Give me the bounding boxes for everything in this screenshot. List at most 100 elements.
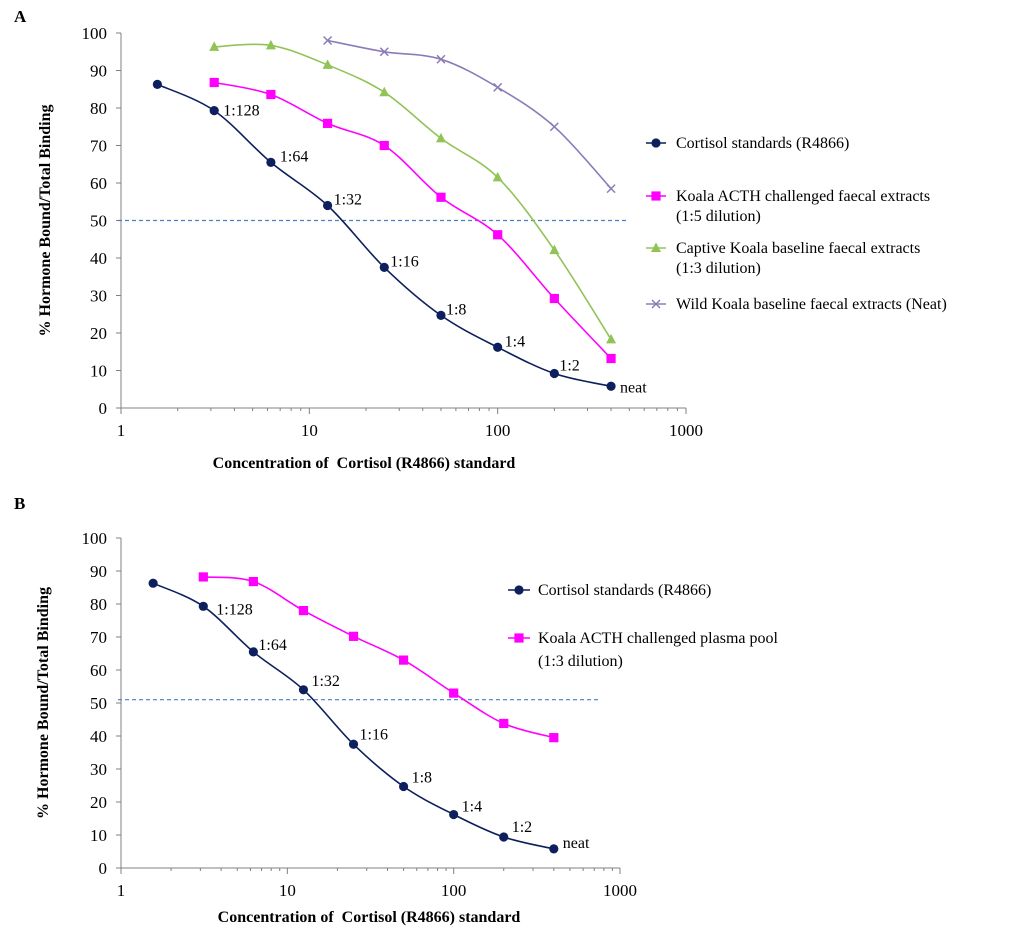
data-point-koala-acth <box>436 192 446 202</box>
data-point-captive-koala <box>435 132 446 143</box>
data-point-wild-koala <box>379 47 389 57</box>
legend-entry-koala-acth: Koala ACTH challenged plasma pool (1:3 di… <box>538 630 778 670</box>
x-tick-label: 1 <box>117 421 126 440</box>
legend: Cortisol standards (R4866) Koala ACTH cha… <box>646 135 947 313</box>
data-point-wild-koala <box>549 122 559 132</box>
data-point-captive-koala <box>379 86 390 97</box>
x-axis-title: Concentration of Cortisol (R4866) standa… <box>213 455 516 472</box>
data-point-koala-acth <box>493 230 503 240</box>
panel-label: A <box>14 7 27 26</box>
dilution-label: 1:4 <box>462 799 482 816</box>
data-point-cortisol <box>322 200 333 211</box>
x-tick-label: 1 <box>117 881 126 900</box>
y-tick-label: 80 <box>90 595 107 614</box>
y-tick-label: 0 <box>99 399 108 418</box>
data-point-koala-acth <box>449 688 459 698</box>
data-point-koala-acth <box>398 655 409 665</box>
y-tick-label: 10 <box>90 362 107 381</box>
dilution-label: 1:32 <box>334 192 362 209</box>
panel-label: B <box>14 494 25 513</box>
series-line-koala-acth <box>203 576 555 739</box>
y-axis-title: % Hormone Bound/Total Binding <box>37 105 54 337</box>
data-point-cortisol <box>152 79 162 89</box>
data-point-koala-acth <box>379 140 389 151</box>
data-point-wild-koala <box>436 54 446 64</box>
dilution-label: 1:16 <box>390 253 418 270</box>
series-line-wild-koala <box>327 39 612 190</box>
data-point-captive-koala <box>492 171 503 182</box>
dilution-label: 1:8 <box>446 301 466 318</box>
legend-entry-koala-acth: Koala ACTH challenged faecal extracts (1:… <box>676 188 930 225</box>
dilution-label: neat <box>620 379 647 396</box>
data-point-koala-acth <box>298 606 309 616</box>
data-point-koala-acth <box>606 353 616 364</box>
y-tick-label: 10 <box>90 826 107 845</box>
data-point-koala-acth <box>198 572 208 582</box>
data-point-cortisol <box>549 368 559 379</box>
y-tick-label: 90 <box>90 562 107 581</box>
y-tick-label: 80 <box>90 99 107 118</box>
y-tick-label: 30 <box>90 760 107 779</box>
data-point-cortisol <box>436 310 446 320</box>
data-point-koala-acth <box>322 118 333 128</box>
dilution-label: 1:128 <box>216 601 252 618</box>
x-tick-label: 10 <box>301 421 318 440</box>
data-point-koala-acth <box>248 576 258 587</box>
dilution-label: 1:16 <box>360 726 388 743</box>
dilution-label: 1:128 <box>223 103 259 120</box>
dilution-label: 1:32 <box>311 673 339 690</box>
y-tick-label: 20 <box>90 793 107 812</box>
legend-marker-wild-koala <box>651 299 661 309</box>
data-point-cortisol <box>493 342 503 352</box>
dilution-label: 1:8 <box>412 769 432 786</box>
data-point-koala-acth <box>499 718 509 729</box>
data-point-wild-koala <box>606 184 616 194</box>
y-axis-title: % Hormone Bound/Total Binding <box>35 587 52 819</box>
dilution-label: 1:2 <box>512 819 532 836</box>
data-point-wild-koala <box>493 82 503 92</box>
data-point-koala-acth <box>549 733 559 743</box>
data-point-cortisol <box>266 157 276 167</box>
data-point-koala-acth <box>549 293 559 304</box>
y-tick-label: 100 <box>82 24 108 43</box>
data-point-captive-koala <box>606 333 617 344</box>
series-line-cortisol <box>152 582 554 850</box>
data-point-cortisol <box>549 844 559 854</box>
legend-marker-cortisol <box>651 138 661 148</box>
data-point-cortisol <box>499 832 509 842</box>
data-point-cortisol <box>148 578 158 588</box>
legend-marker-koala-acth <box>651 191 661 201</box>
data-point-cortisol <box>348 739 359 749</box>
y-tick-label: 30 <box>90 287 107 306</box>
data-point-koala-acth <box>348 631 359 641</box>
y-tick-label: 50 <box>90 694 107 713</box>
y-tick-label: 40 <box>90 727 107 746</box>
legend-entry-wild-koala: Wild Koala baseline faecal extracts (Nea… <box>676 296 947 313</box>
x-tick-label: 100 <box>441 881 467 900</box>
data-point-captive-koala <box>549 244 560 255</box>
legend-marker-cortisol <box>514 585 524 595</box>
y-tick-label: 50 <box>90 212 107 231</box>
data-point-koala-acth <box>266 89 276 100</box>
legend-entry-cortisol: Cortisol standards (R4866) <box>538 582 711 599</box>
x-tick-label: 1000 <box>603 881 637 900</box>
data-point-cortisol <box>398 781 409 792</box>
dilution-label: 1:4 <box>505 333 525 350</box>
y-tick-label: 60 <box>90 174 107 193</box>
legend-entry-captive-koala: Captive Koala baseline faecal extracts (1… <box>676 240 920 277</box>
y-tick-label: 60 <box>90 661 107 680</box>
data-point-koala-acth <box>209 77 219 88</box>
legend-marker-koala-acth <box>514 633 524 643</box>
data-point-captive-koala <box>209 41 220 51</box>
y-tick-label: 20 <box>90 324 107 343</box>
data-point-captive-koala <box>322 59 333 69</box>
data-point-cortisol <box>209 106 219 116</box>
data-point-cortisol <box>606 381 616 391</box>
data-point-cortisol <box>248 647 258 657</box>
y-tick-label: 70 <box>90 628 107 647</box>
dilution-label: 1:2 <box>559 358 579 375</box>
legend: Cortisol standards (R4866) Koala ACTH cha… <box>508 582 778 670</box>
